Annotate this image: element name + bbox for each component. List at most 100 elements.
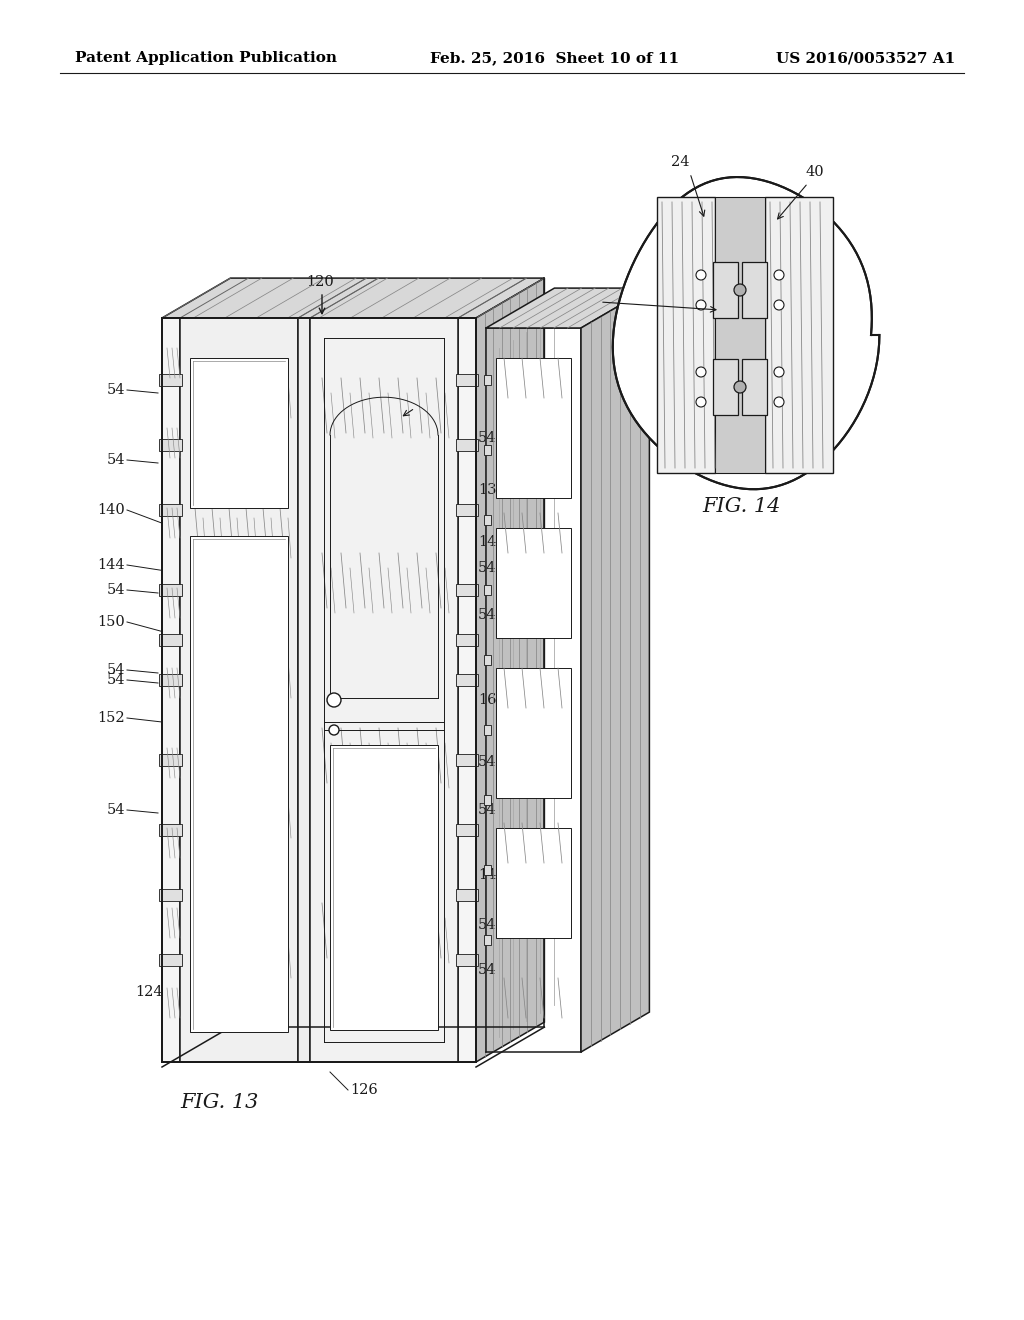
Polygon shape <box>330 744 438 1030</box>
Polygon shape <box>190 358 288 508</box>
Text: 24: 24 <box>671 154 689 169</box>
Text: Feb. 25, 2016  Sheet 10 of 11: Feb. 25, 2016 Sheet 10 of 11 <box>430 51 679 65</box>
Polygon shape <box>162 318 180 1063</box>
Text: FIG. 13: FIG. 13 <box>181 1093 259 1111</box>
Text: FIG. 14: FIG. 14 <box>702 498 781 516</box>
Polygon shape <box>496 528 571 638</box>
Polygon shape <box>159 583 182 597</box>
Text: 54: 54 <box>478 964 497 977</box>
Text: 136: 136 <box>250 348 278 362</box>
Polygon shape <box>456 754 478 766</box>
Polygon shape <box>484 795 490 805</box>
Polygon shape <box>496 668 571 799</box>
Text: 54: 54 <box>106 383 125 397</box>
Text: 54: 54 <box>478 561 497 576</box>
Polygon shape <box>484 935 490 945</box>
Text: 138: 138 <box>478 483 506 498</box>
Circle shape <box>696 271 706 280</box>
Text: 150: 150 <box>97 615 125 630</box>
Text: 160: 160 <box>478 693 506 708</box>
Text: Patent Application Publication: Patent Application Publication <box>75 51 337 65</box>
Polygon shape <box>458 318 476 1063</box>
Text: 144: 144 <box>478 535 506 549</box>
Polygon shape <box>159 754 182 766</box>
Polygon shape <box>742 359 767 414</box>
Polygon shape <box>456 824 478 836</box>
Polygon shape <box>484 375 490 385</box>
Polygon shape <box>484 655 490 665</box>
Text: 120: 120 <box>306 275 334 289</box>
Polygon shape <box>159 504 182 516</box>
Circle shape <box>734 284 746 296</box>
Text: 80: 80 <box>593 348 612 362</box>
Polygon shape <box>456 675 478 686</box>
Text: 54: 54 <box>106 803 125 817</box>
Circle shape <box>329 725 339 735</box>
Text: 54: 54 <box>106 673 125 686</box>
Text: 46: 46 <box>392 853 411 867</box>
Text: 54A: 54A <box>569 288 598 302</box>
Text: 54: 54 <box>106 583 125 597</box>
Polygon shape <box>162 318 476 1063</box>
Circle shape <box>696 397 706 407</box>
Polygon shape <box>765 197 833 473</box>
Text: 142: 142 <box>478 869 506 882</box>
Polygon shape <box>456 504 478 516</box>
Text: US 2016/0053527 A1: US 2016/0053527 A1 <box>776 51 955 65</box>
Text: 82: 82 <box>810 331 828 345</box>
Circle shape <box>696 300 706 310</box>
Polygon shape <box>159 954 182 966</box>
Circle shape <box>774 397 784 407</box>
Polygon shape <box>159 888 182 902</box>
Polygon shape <box>742 261 767 318</box>
Text: 54: 54 <box>406 422 424 437</box>
Polygon shape <box>190 536 288 1032</box>
Polygon shape <box>456 583 478 597</box>
Polygon shape <box>484 865 490 875</box>
Text: 140: 140 <box>97 503 125 517</box>
Text: 54: 54 <box>478 755 497 770</box>
Polygon shape <box>713 261 738 318</box>
Text: 54: 54 <box>106 663 125 677</box>
Polygon shape <box>159 675 182 686</box>
Polygon shape <box>159 824 182 836</box>
Circle shape <box>774 367 784 378</box>
Circle shape <box>696 367 706 378</box>
Polygon shape <box>310 318 458 1063</box>
Polygon shape <box>159 374 182 385</box>
Text: 48: 48 <box>380 463 398 477</box>
Polygon shape <box>456 954 478 966</box>
Polygon shape <box>456 888 478 902</box>
Polygon shape <box>581 288 649 1052</box>
Polygon shape <box>496 358 571 498</box>
Polygon shape <box>496 828 571 939</box>
Text: 124: 124 <box>135 985 163 999</box>
Text: 54: 54 <box>478 432 497 445</box>
Text: 132: 132 <box>412 393 439 407</box>
Circle shape <box>734 381 746 393</box>
Text: 54: 54 <box>106 453 125 467</box>
Polygon shape <box>456 634 478 645</box>
Polygon shape <box>456 440 478 451</box>
Text: 54: 54 <box>478 609 497 622</box>
Polygon shape <box>159 634 182 645</box>
Polygon shape <box>612 177 880 490</box>
Text: 40: 40 <box>805 165 823 180</box>
Circle shape <box>327 693 341 708</box>
Polygon shape <box>484 445 490 455</box>
Polygon shape <box>486 288 649 327</box>
Polygon shape <box>484 515 490 525</box>
Polygon shape <box>476 279 545 1063</box>
Text: 144: 144 <box>97 558 125 572</box>
Polygon shape <box>484 725 490 735</box>
Polygon shape <box>713 359 738 414</box>
Text: 54: 54 <box>478 917 497 932</box>
Polygon shape <box>180 318 298 1063</box>
Text: 122: 122 <box>205 1045 232 1059</box>
Polygon shape <box>456 374 478 385</box>
Polygon shape <box>484 585 490 595</box>
Polygon shape <box>159 440 182 451</box>
Text: 54: 54 <box>478 803 497 817</box>
Circle shape <box>774 271 784 280</box>
Circle shape <box>774 300 784 310</box>
